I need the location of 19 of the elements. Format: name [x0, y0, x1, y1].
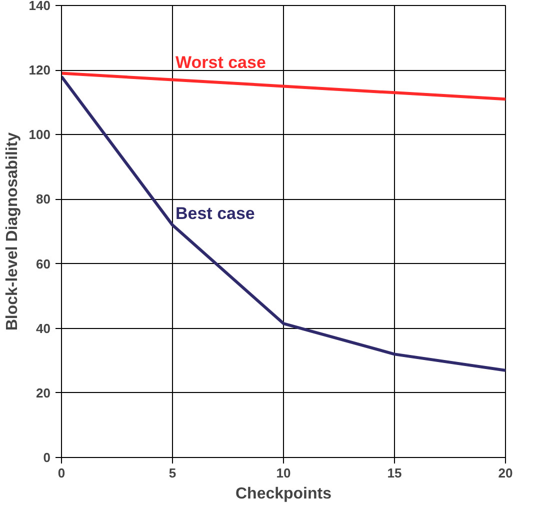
line-series [62, 75, 506, 372]
x-tick-label: 15 [387, 466, 402, 480]
line-series [62, 72, 506, 101]
y-tick-label: 0 [43, 450, 51, 465]
y-tick-label: 40 [36, 320, 51, 336]
y-axis-title: Block-level Diagnosability [4, 132, 21, 331]
y-tick-label: 20 [36, 385, 51, 400]
x-tick-label: 10 [276, 466, 291, 480]
series-label: Worst case [176, 52, 266, 72]
y-tick-label: 80 [36, 192, 51, 207]
x-axis-title: Checkpoints [235, 486, 332, 502]
x-tick-label: 5 [168, 466, 176, 480]
series-label: Best case [176, 204, 255, 224]
y-tick-label: 120 [28, 62, 51, 78]
x-tick-label: 20 [498, 466, 513, 480]
y-tick-label: 100 [28, 127, 51, 142]
y-tick-label: 60 [36, 256, 51, 272]
y-tick-label: 140 [28, 0, 51, 13]
x-tick-label: 0 [58, 466, 66, 480]
